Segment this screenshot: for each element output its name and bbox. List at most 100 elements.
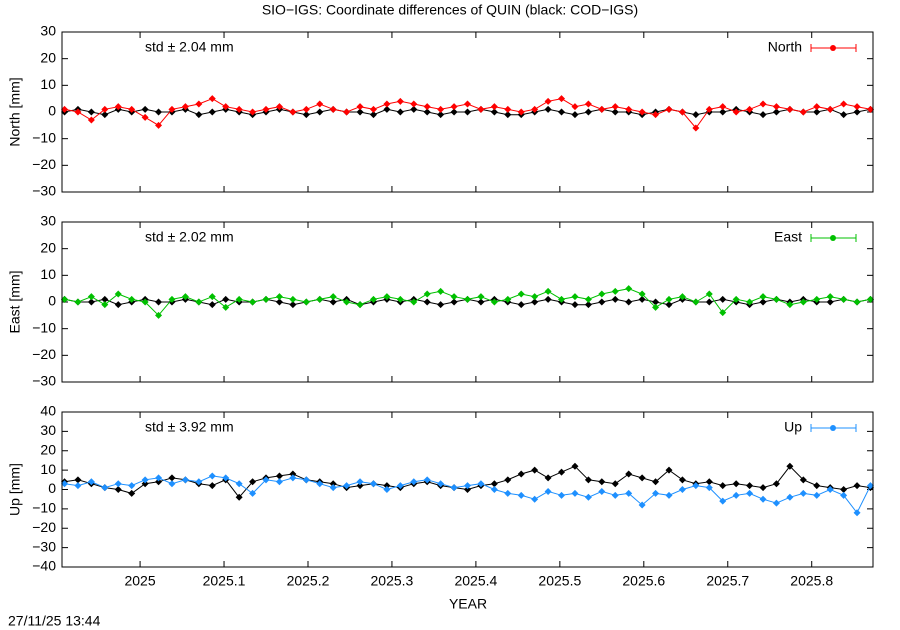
data-point <box>289 108 297 116</box>
data-point <box>181 103 189 111</box>
data-point <box>155 121 163 129</box>
data-point <box>719 497 727 505</box>
y-tick-label: 10 <box>40 266 56 282</box>
data-point <box>598 478 606 486</box>
data-point <box>87 293 95 301</box>
data-point <box>87 116 95 124</box>
data-point <box>477 480 485 488</box>
data-point <box>490 486 498 493</box>
data-point <box>786 462 794 470</box>
data-point <box>423 108 431 116</box>
data-point <box>638 290 646 298</box>
data-point <box>437 105 445 113</box>
data-point <box>598 298 606 306</box>
data-point <box>866 295 874 303</box>
data-point <box>195 478 203 486</box>
data-point <box>275 298 283 306</box>
y-tick-label: −10 <box>32 129 56 145</box>
data-point <box>168 480 176 488</box>
data-point <box>464 108 471 116</box>
data-point <box>423 298 431 306</box>
data-point <box>329 298 337 306</box>
data-point <box>87 478 95 486</box>
data-point <box>477 293 485 301</box>
data-point <box>840 111 848 119</box>
y-tick-label: 10 <box>40 76 56 92</box>
data-point <box>759 293 767 301</box>
data-point <box>719 309 727 317</box>
data-point <box>168 474 176 482</box>
data-point <box>531 298 539 306</box>
data-point <box>866 482 874 490</box>
data-point <box>638 501 646 509</box>
data-point <box>195 100 203 108</box>
data-point <box>772 480 780 488</box>
x-tick-label: 2025.1 <box>203 573 246 589</box>
y-tick-label: 10 <box>40 461 56 477</box>
data-point <box>87 108 95 116</box>
data-point <box>101 301 109 309</box>
data-point <box>437 480 445 488</box>
y-tick-label: −30 <box>32 183 56 199</box>
data-point <box>477 298 485 306</box>
data-point <box>665 295 673 303</box>
data-point <box>719 482 727 490</box>
y-tick-label: 0 <box>48 480 56 496</box>
data-point <box>275 293 283 301</box>
data-point <box>302 105 310 113</box>
data-point <box>598 290 606 298</box>
data-point <box>558 468 566 476</box>
data-point <box>638 108 646 116</box>
data-point <box>544 474 552 482</box>
data-point <box>410 478 418 486</box>
data-point <box>705 298 713 306</box>
data-point <box>544 97 552 105</box>
data-point <box>208 301 216 309</box>
data-point <box>558 95 566 103</box>
data-point <box>504 295 512 303</box>
data-point <box>316 480 324 488</box>
data-point <box>168 295 176 303</box>
plot-frame <box>61 221 874 383</box>
data-point <box>410 100 418 108</box>
data-point <box>517 491 525 499</box>
data-point <box>464 295 471 303</box>
data-point <box>678 108 686 116</box>
data-point <box>786 493 794 501</box>
data-point <box>74 108 82 116</box>
plot-frame <box>61 31 874 193</box>
x-tick-label: 2025.2 <box>287 573 330 589</box>
x-tick-label: 2025.3 <box>371 573 414 589</box>
data-point <box>611 491 619 499</box>
data-point <box>477 105 485 113</box>
data-point <box>652 111 660 119</box>
data-point <box>665 301 673 309</box>
data-point <box>141 476 149 484</box>
data-point <box>316 295 324 303</box>
data-point <box>155 478 163 486</box>
data-point <box>490 298 498 306</box>
data-point <box>558 295 566 303</box>
data-point <box>437 287 445 295</box>
data-point <box>343 298 351 306</box>
data-point <box>652 478 660 486</box>
data-point <box>464 482 471 490</box>
legend-label: East <box>774 229 802 245</box>
data-point <box>275 103 283 111</box>
data-point <box>665 105 673 113</box>
data-point <box>490 103 498 111</box>
x-tick-label: 2025.5 <box>538 573 581 589</box>
data-point <box>423 290 431 298</box>
data-point <box>235 480 243 488</box>
legend-marker <box>830 425 836 431</box>
plot-area <box>61 95 874 132</box>
data-point <box>262 476 270 484</box>
data-point <box>517 301 525 309</box>
data-point <box>155 311 163 319</box>
data-point <box>114 486 122 493</box>
data-point <box>275 472 283 480</box>
data-point <box>665 491 673 499</box>
legend-marker <box>830 235 836 241</box>
data-point <box>840 491 848 499</box>
data-point <box>329 105 337 113</box>
